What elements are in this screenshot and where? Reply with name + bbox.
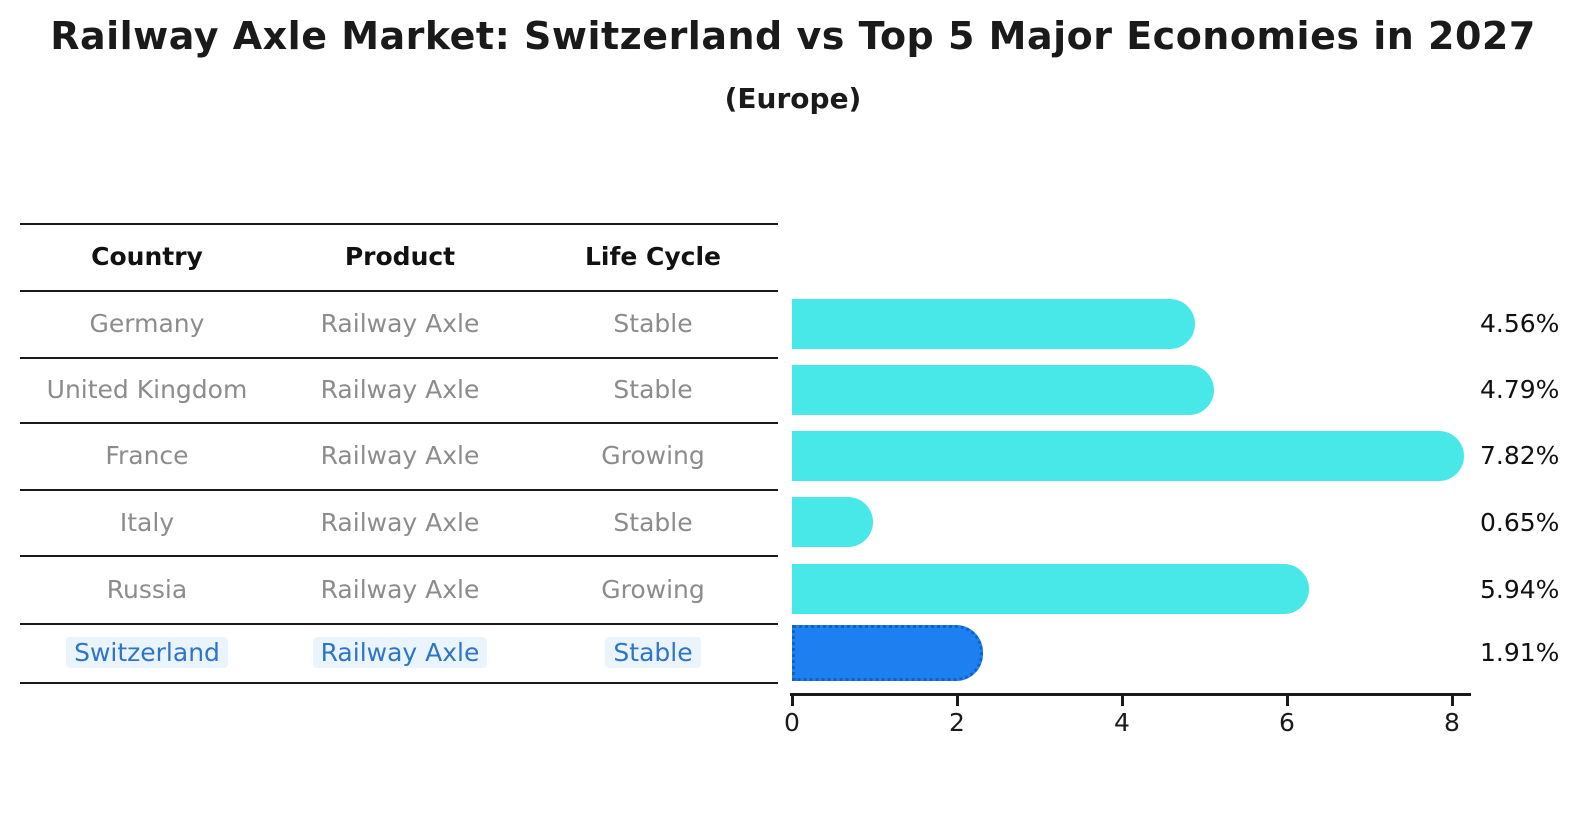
table-cell-text: Railway Axle: [320, 507, 480, 537]
table-cell-text: Switzerland: [66, 637, 228, 668]
row-separator-line: [20, 422, 778, 424]
bar-france: [792, 430, 1465, 481]
bar-value-label: 4.56%: [1480, 309, 1560, 338]
table-cell-product: Railway Axle: [274, 555, 526, 623]
x-axis-tick-label: 0: [784, 708, 800, 737]
table-cell-life-cycle: Stable: [527, 489, 779, 555]
table-header-product: Product: [344, 242, 456, 271]
bar-switzerland: [792, 624, 983, 681]
bar-value-label: 1.91%: [1480, 638, 1560, 667]
bar-united-kingdom: [792, 364, 1215, 415]
table-cell-text: Growing: [601, 574, 705, 604]
table-cell-country: Russia: [21, 555, 273, 623]
table-cell-life-cycle: Stable: [527, 290, 779, 357]
table-cell-text: Italy: [119, 507, 175, 537]
x-axis-tick: [1285, 696, 1289, 706]
table-cell-product: Railway Axle: [274, 357, 526, 422]
bar-germany: [792, 298, 1196, 349]
table-cell-product: Railway Axle: [274, 290, 526, 357]
bar-russia: [792, 564, 1310, 614]
table-cell-text: Stable: [605, 637, 701, 668]
table-cell-text: Stable: [613, 375, 693, 404]
table-cell-life-cycle: Growing: [527, 422, 779, 489]
table-cell-text: Railway Axle: [320, 574, 480, 604]
table-cell-text: France: [105, 441, 189, 470]
table-header-life-cycle: Life Cycle: [584, 242, 722, 271]
x-axis-tick-label: 6: [1279, 708, 1295, 737]
table-cell-product: Railway Axle: [274, 623, 526, 682]
x-axis-tick: [1450, 696, 1454, 706]
table-cell-country: United Kingdom: [21, 357, 273, 422]
table-cell-life-cycle: Stable: [527, 623, 779, 682]
row-separator-line: [20, 357, 778, 359]
row-separator-line: [20, 290, 778, 292]
bar-value-label: 0.65%: [1480, 507, 1560, 537]
table-cell-text: United Kingdom: [46, 375, 248, 404]
bar-italy: [792, 497, 873, 547]
x-axis-line: [790, 693, 1471, 696]
x-axis-tick: [955, 696, 959, 706]
table-cell-text: Growing: [601, 441, 705, 470]
table-cell-text: Railway Axle: [320, 375, 480, 404]
table-cell-country: Germany: [21, 290, 273, 357]
table-cell-life-cycle: Stable: [527, 357, 779, 422]
table-cell-life-cycle: Growing: [527, 555, 779, 623]
chart-title: Railway Axle Market: Switzerland vs Top …: [50, 14, 1536, 58]
table-cell-text: Railway Axle: [320, 441, 480, 470]
table-cell-text: Stable: [613, 507, 693, 537]
bar-value-label: 7.82%: [1480, 441, 1560, 470]
table-cell-text: Russia: [106, 574, 188, 604]
table-cell-product: Railway Axle: [274, 422, 526, 489]
x-axis-tick-label: 2: [949, 708, 965, 737]
table-cell-country: France: [21, 422, 273, 489]
table-cell-product: Railway Axle: [274, 489, 526, 555]
x-axis-tick-label: 4: [1114, 708, 1130, 737]
x-axis-tick: [790, 696, 794, 706]
bar-value-label: 5.94%: [1480, 574, 1560, 604]
table-header-country: Country: [91, 242, 203, 271]
table-cell-country: Italy: [21, 489, 273, 555]
row-separator-line: [20, 555, 778, 557]
table-cell-text: Railway Axle: [320, 309, 480, 338]
chart-subtitle: (Europe): [724, 82, 862, 115]
row-separator-line: [20, 623, 778, 625]
row-separator-line: [20, 489, 778, 491]
x-axis-tick-label: 8: [1444, 708, 1460, 737]
table-cell-text: Stable: [613, 309, 693, 338]
table-cell-country: Switzerland: [21, 623, 273, 682]
table-bottom-border: [20, 682, 778, 684]
x-axis-tick: [1120, 696, 1124, 706]
table-cell-text: Germany: [89, 309, 205, 338]
table-top-border: [20, 223, 778, 225]
table-cell-text: Railway Axle: [312, 637, 488, 668]
bar-value-label: 4.79%: [1480, 375, 1560, 404]
